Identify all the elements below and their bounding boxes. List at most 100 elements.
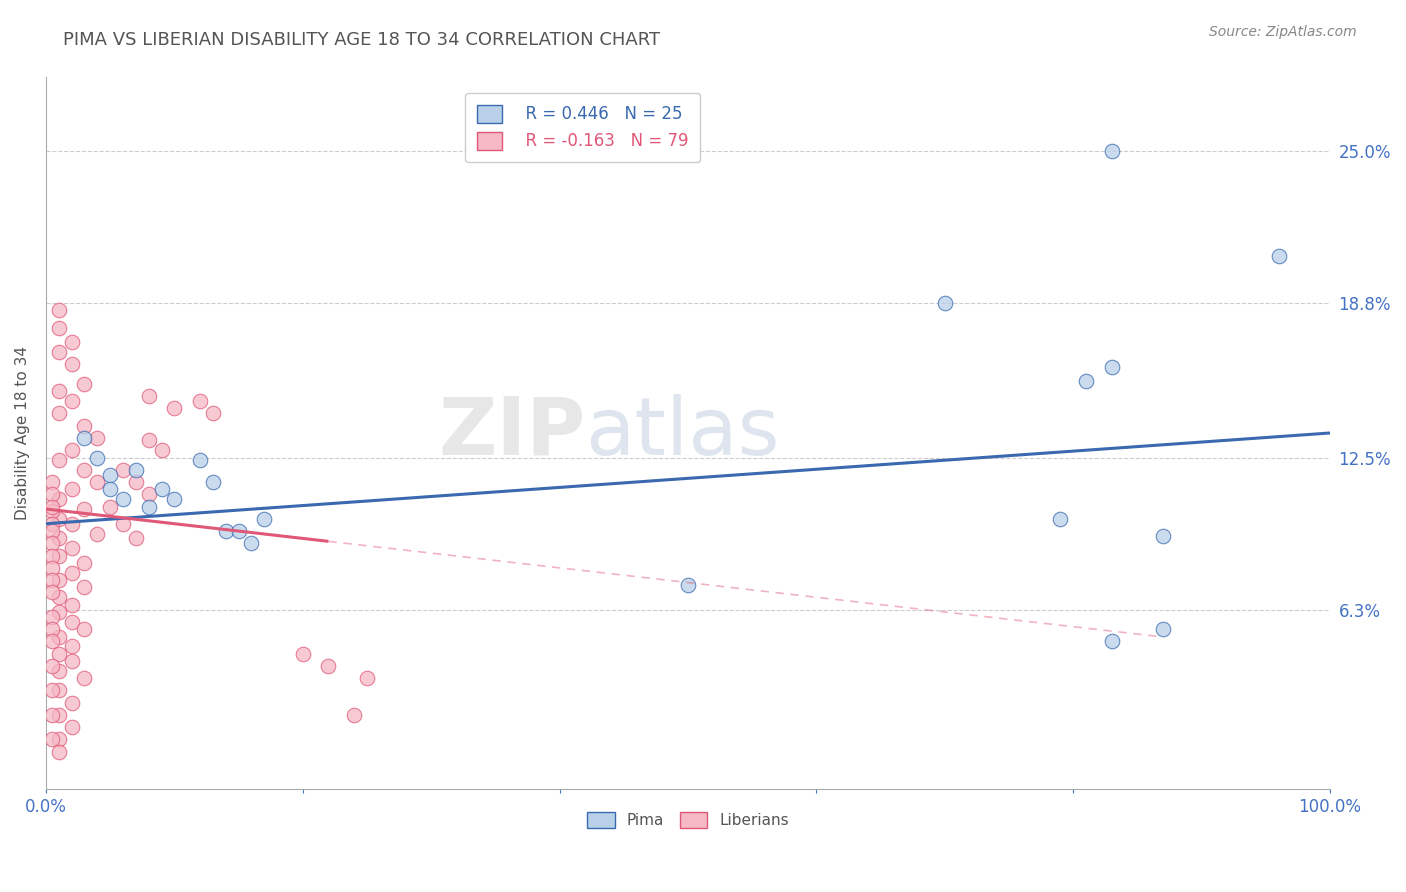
Point	[60, 598, 83, 612]
Point	[48, 708, 70, 723]
Point	[41, 683, 63, 698]
Point	[60, 483, 83, 497]
Point	[48, 320, 70, 334]
Point	[60, 357, 83, 371]
Point	[1152, 622, 1174, 636]
Point	[60, 443, 83, 458]
Point	[188, 453, 211, 467]
Point	[48, 647, 70, 661]
Point	[73, 431, 96, 445]
Point	[48, 591, 70, 605]
Point	[41, 708, 63, 723]
Point	[48, 453, 70, 467]
Point	[1267, 249, 1289, 263]
Point	[48, 745, 70, 759]
Point	[48, 384, 70, 399]
Point	[60, 566, 83, 580]
Point	[98, 483, 121, 497]
Point	[60, 720, 83, 734]
Point	[60, 394, 83, 409]
Point	[291, 647, 314, 661]
Point	[48, 512, 70, 526]
Point	[138, 434, 160, 448]
Point	[48, 573, 70, 587]
Point	[86, 475, 108, 489]
Point	[676, 578, 699, 592]
Y-axis label: Disability Age 18 to 34: Disability Age 18 to 34	[15, 346, 30, 520]
Point	[60, 696, 83, 710]
Point	[1101, 144, 1123, 158]
Point	[41, 659, 63, 673]
Point	[201, 475, 224, 489]
Point	[215, 524, 238, 538]
Point	[48, 532, 70, 546]
Point	[98, 467, 121, 482]
Point	[150, 483, 173, 497]
Point	[41, 573, 63, 587]
Point	[60, 654, 83, 668]
Point	[48, 732, 70, 747]
Point	[111, 516, 134, 531]
Point	[1101, 634, 1123, 648]
Point	[41, 549, 63, 563]
Point	[1049, 512, 1071, 526]
Point	[60, 615, 83, 629]
Point	[48, 683, 70, 698]
Point	[201, 406, 224, 420]
Point	[73, 502, 96, 516]
Point	[73, 671, 96, 685]
Point	[48, 549, 70, 563]
Point	[138, 500, 160, 514]
Point	[125, 532, 148, 546]
Point	[150, 443, 173, 458]
Point	[41, 487, 63, 501]
Point	[41, 634, 63, 648]
Point	[41, 524, 63, 538]
Point	[73, 418, 96, 433]
Point	[73, 376, 96, 391]
Point	[41, 610, 63, 624]
Text: ZIP: ZIP	[439, 394, 585, 472]
Point	[48, 630, 70, 644]
Point	[111, 492, 134, 507]
Point	[48, 406, 70, 420]
Point	[240, 536, 263, 550]
Point	[60, 541, 83, 556]
Text: atlas: atlas	[585, 394, 780, 472]
Point	[41, 516, 63, 531]
Point	[73, 581, 96, 595]
Point	[41, 504, 63, 518]
Point	[48, 664, 70, 678]
Point	[356, 671, 378, 685]
Point	[138, 487, 160, 501]
Point	[73, 463, 96, 477]
Point	[163, 401, 186, 416]
Point	[98, 500, 121, 514]
Point	[86, 526, 108, 541]
Point	[86, 450, 108, 465]
Point	[343, 708, 366, 723]
Point	[86, 431, 108, 445]
Point	[125, 475, 148, 489]
Point	[48, 492, 70, 507]
Point	[48, 303, 70, 318]
Point	[253, 512, 276, 526]
Point	[1152, 529, 1174, 543]
Point	[125, 463, 148, 477]
Point	[41, 536, 63, 550]
Point	[1074, 375, 1097, 389]
Point	[41, 585, 63, 599]
Point	[188, 394, 211, 409]
Point	[163, 492, 186, 507]
Point	[934, 296, 956, 310]
Point	[41, 622, 63, 636]
Text: Source: ZipAtlas.com: Source: ZipAtlas.com	[1209, 25, 1357, 39]
Legend: Pima, Liberians: Pima, Liberians	[581, 806, 794, 834]
Point	[48, 345, 70, 359]
Point	[41, 561, 63, 575]
Point	[228, 524, 250, 538]
Point	[1101, 359, 1123, 374]
Point	[60, 335, 83, 350]
Point	[318, 659, 340, 673]
Point	[111, 463, 134, 477]
